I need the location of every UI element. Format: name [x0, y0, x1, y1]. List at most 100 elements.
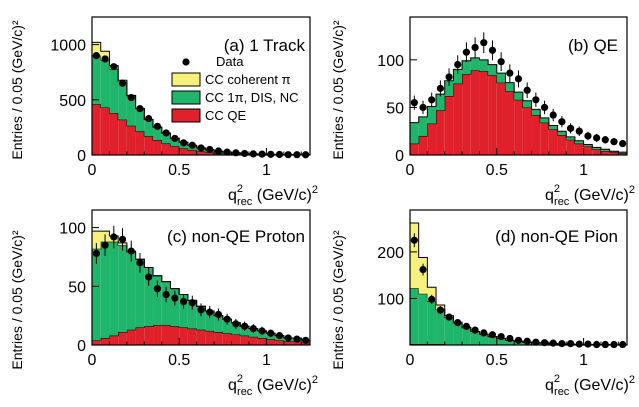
panel-d-frame	[409, 209, 628, 346]
y-tick-label: 200	[377, 245, 404, 262]
bar-cc-qe	[257, 337, 267, 345]
legend-label: Data	[216, 54, 244, 69]
bar-cc-qe	[496, 82, 506, 155]
legend-swatch	[171, 108, 201, 123]
data-point	[267, 329, 275, 337]
x-tick-label: 0.5	[486, 352, 508, 369]
x-tick-label: 1	[262, 162, 271, 179]
bar-cc-qe	[144, 326, 154, 345]
data-point	[153, 122, 161, 130]
data-point	[454, 60, 462, 69]
y-tick-label: 50	[386, 100, 404, 117]
legend: Data CC coherent π CC 1π, DIS, NC CC QE	[171, 54, 298, 123]
data-point	[549, 111, 557, 119]
panel-c-title: (c) non-QE Proton	[167, 227, 305, 246]
data-point	[558, 340, 566, 348]
bar-cc-qe	[92, 340, 101, 345]
data-point	[540, 103, 549, 112]
bar-cc-1-dis-nc	[496, 338, 506, 345]
bar-cc-qe	[488, 75, 497, 155]
panel-d: (d) non-QE Pion Entries / 0.05 (GeV/c)² …	[330, 209, 635, 398]
data-point	[410, 99, 418, 107]
panel-b-xlabel: q2 rec (GeV/c)2	[545, 183, 635, 208]
bar-cc-1-dis-nc	[427, 106, 437, 124]
bar-cc-1-dis-nc	[453, 323, 463, 345]
bar-cc-1-dis-nc	[548, 125, 558, 130]
bar-cc-qe	[436, 110, 445, 155]
outline-cc-coherent	[410, 222, 627, 346]
panel-c-xlabel: q2 rec (GeV/c)2	[228, 373, 318, 398]
y-tick-label: 0	[395, 148, 404, 165]
panel-b-plot-area	[410, 32, 627, 155]
bar-cc-1-dis-nc	[444, 317, 454, 345]
data-point	[162, 129, 170, 137]
data-point	[258, 150, 266, 158]
bar-cc-coherent	[418, 257, 428, 294]
bar-cc-1-dis-nc	[118, 81, 127, 120]
bar-cc-1-dis-nc	[505, 82, 515, 92]
data-point	[223, 315, 231, 323]
panel-a-title: (a) 1 Track	[224, 36, 306, 55]
data-point	[523, 86, 531, 94]
bar-cc-1-dis-nc	[170, 138, 180, 147]
data-point	[188, 141, 196, 149]
data-point	[275, 332, 284, 340]
data-point	[566, 340, 575, 348]
bar-cc-1-dis-nc	[418, 293, 428, 345]
data-point	[410, 236, 418, 244]
data-point	[514, 75, 523, 83]
data-point	[118, 235, 127, 243]
data-point	[171, 134, 179, 143]
data-point	[419, 103, 427, 112]
x-tick-label: 0	[88, 162, 97, 179]
bar-cc-1-dis-nc	[196, 306, 206, 330]
bar-cc-1-dis-nc	[179, 294, 188, 328]
bar-cc-qe	[609, 152, 619, 155]
bar-cc-qe	[196, 151, 206, 155]
bar-cc-qe	[153, 140, 162, 155]
data-point	[171, 294, 179, 302]
data-point	[249, 150, 257, 158]
bar-cc-1-dis-nc	[222, 319, 232, 334]
bar-cc-1-dis-nc	[410, 122, 419, 144]
data-point	[610, 138, 618, 146]
bar-cc-1-dis-nc	[126, 95, 136, 126]
bar-cc-1-dis-nc	[214, 315, 223, 333]
data-point	[436, 84, 444, 92]
data-point	[584, 340, 592, 348]
bar-cc-1-dis-nc	[453, 69, 463, 84]
y-tick-label: 100	[377, 291, 404, 308]
data-point	[101, 55, 109, 63]
bar-cc-qe	[126, 125, 136, 155]
data-point	[601, 136, 609, 144]
bar-cc-1-dis-nc	[592, 147, 601, 150]
data-point	[532, 338, 540, 346]
data-point	[480, 39, 488, 47]
data-point	[454, 319, 462, 327]
bar-cc-qe	[283, 341, 293, 345]
bar-cc-qe	[109, 113, 119, 155]
bar-cc-qe	[292, 341, 302, 345]
bar-cc-qe	[531, 115, 541, 155]
data-point	[436, 306, 444, 314]
bar-cc-1-dis-nc	[540, 117, 549, 123]
panel-b: (b) QE Entries / 0.05 (GeV/c)² 0 0.5 1 0 50 1…	[330, 16, 635, 208]
x-tick-label: 1	[579, 162, 588, 179]
y-tick-label: 50	[68, 279, 86, 296]
panel-d-xlabel: q2 rec (GeV/c)2	[545, 373, 635, 398]
bar-cc-qe	[240, 335, 249, 345]
data-point	[197, 306, 205, 314]
data-point	[179, 297, 188, 306]
data-point	[162, 290, 170, 299]
data-point	[179, 139, 188, 147]
data-point	[445, 73, 453, 81]
data-point	[127, 247, 135, 255]
bar-cc-1-dis-nc	[470, 57, 480, 71]
data-point	[523, 337, 531, 345]
bar-cc-1-dis-nc	[100, 60, 110, 108]
data-point	[127, 93, 135, 102]
data-point	[462, 322, 471, 330]
data-point	[110, 233, 118, 241]
bar-cc-qe	[248, 336, 258, 345]
x-tick-label: 0	[406, 162, 415, 179]
